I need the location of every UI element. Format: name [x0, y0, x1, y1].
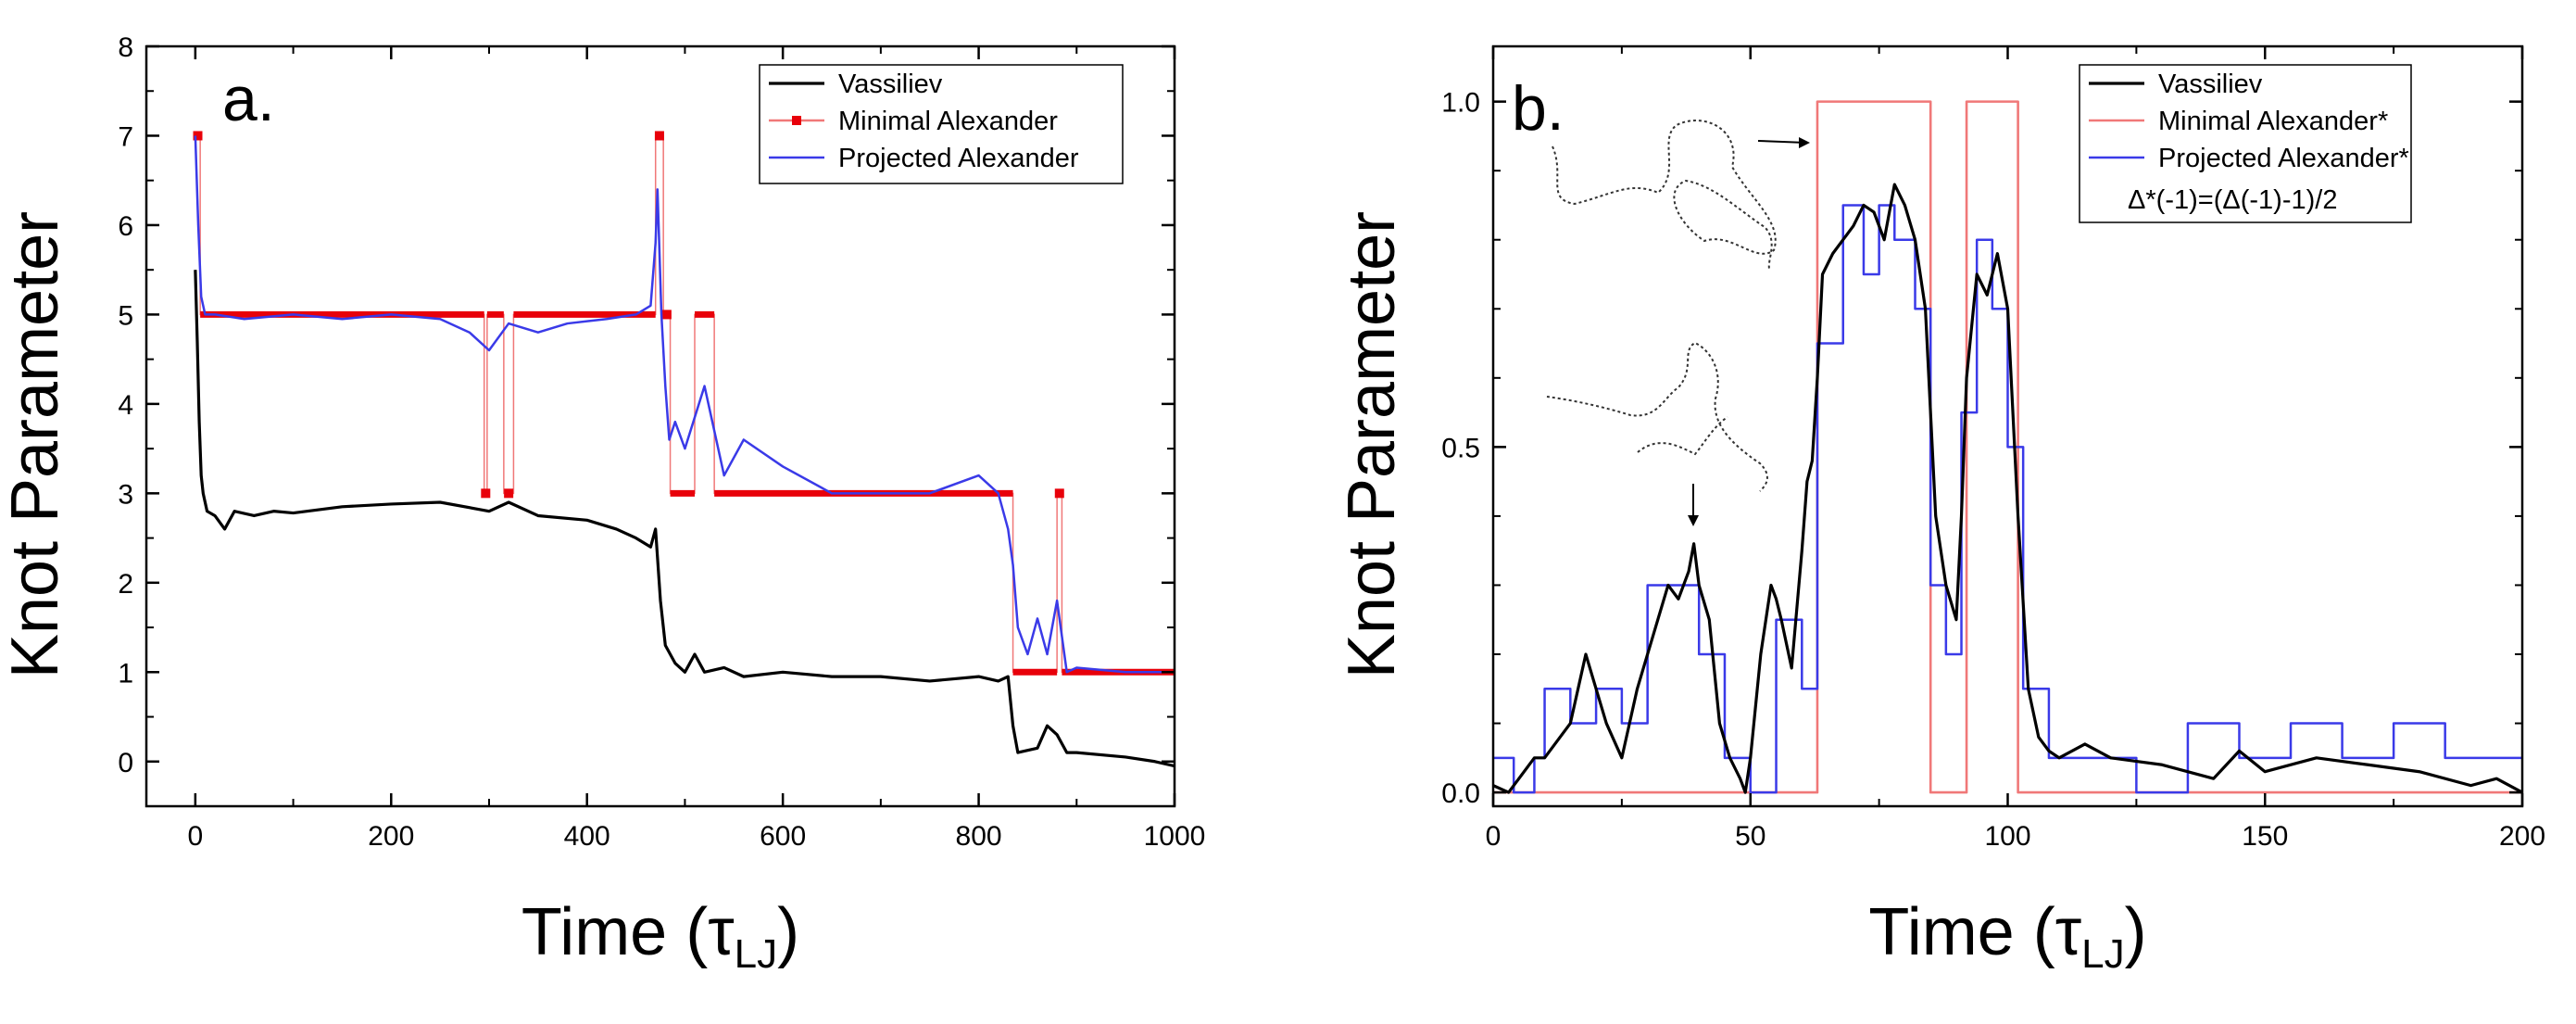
panel-label: a. — [222, 64, 275, 134]
panel-a: 0 200 400 600 800 1000 0 1 2 3 4 5 6 7 8 Knot Parameter… — [0, 32, 1205, 977]
series-projected-alexander — [1493, 204, 2522, 794]
x-tick-label: 200 — [368, 821, 414, 852]
x-axis-title-main: Time (τ — [521, 895, 735, 969]
x-tick-label: 800 — [956, 821, 1002, 852]
series-projected-alexander — [194, 135, 1175, 674]
legend-label: Minimal Alexander — [838, 107, 1058, 136]
legend-box — [2079, 64, 2412, 223]
x-axis-title-main: Time (τ — [1868, 895, 2081, 969]
panel-b: 0 50 100 150 200 0.0 0.5 1.0 Knot Parameter Time … — [1335, 44, 2545, 977]
legend: Vassiliev Minimal Alexander Projected Alex… — [759, 64, 1124, 184]
legend-label: Projected Alexander* — [2158, 144, 2409, 173]
legend: Vassiliev Minimal Alexander* Projected Ale… — [2079, 64, 2412, 223]
x-tick-label: 1000 — [1144, 821, 1206, 852]
x-axis-title-subscript: LJ — [2081, 931, 2124, 977]
y-tick-label: 1.0 — [1441, 88, 1480, 119]
legend-label: Vassiliev — [838, 70, 943, 99]
series-minimal-alexander-marker — [654, 131, 664, 141]
y-tick-label: 3 — [118, 479, 133, 510]
arrow-upper-head — [1799, 137, 1810, 148]
series-minimal-alexander-marker — [504, 488, 514, 499]
panel-label: b. — [1512, 73, 1564, 144]
x-tick-label: 0 — [188, 821, 204, 852]
legend-marker — [792, 116, 801, 125]
plot-area — [193, 131, 1175, 768]
x-tick-label: 100 — [1984, 821, 2030, 852]
legend-label: Minimal Alexander* — [2158, 107, 2388, 136]
x-axis-title-subscript: LJ — [735, 931, 777, 977]
y-tick-label: 0.5 — [1441, 433, 1480, 463]
legend-label: Projected Alexander — [838, 144, 1079, 173]
y-tick-label: 4 — [118, 390, 133, 421]
plot-area — [1493, 100, 2522, 794]
y-axis-title: Knot Parameter — [1335, 211, 1409, 678]
x-tick-label: 400 — [564, 821, 610, 852]
x-tick-label: 50 — [1735, 821, 1766, 852]
series-minimal-alexander-marker — [661, 310, 672, 320]
x-tick-label: 200 — [2499, 821, 2545, 852]
x-axis-title-close: ) — [2125, 895, 2147, 969]
y-tick-label: 0 — [118, 748, 133, 778]
x-axis-title: Time (τLJ) — [521, 895, 799, 977]
knot-sketch-lower — [1546, 341, 1768, 492]
arrow-upper — [1757, 140, 1807, 144]
y-tick-label: 6 — [118, 211, 133, 242]
y-tick-label: 8 — [118, 32, 133, 63]
series-minimal-alexander-marker — [481, 488, 491, 499]
series-minimal-alexander-marker — [193, 131, 203, 141]
series-minimal-alexander-marker — [1054, 488, 1064, 499]
axes-frame — [145, 44, 1176, 808]
x-axis-title: Time (τLJ) — [1868, 895, 2146, 977]
x-axis-title-close: ) — [777, 895, 799, 969]
legend-label: Vassiliev — [2158, 70, 2263, 99]
y-tick-label: 1 — [118, 658, 133, 689]
x-tick-label: 600 — [760, 821, 806, 852]
series-vassiliev — [1493, 183, 2522, 794]
x-tick-label: 0 — [1486, 821, 1502, 852]
y-tick-label: 5 — [118, 300, 133, 331]
y-tick-label: 7 — [118, 121, 133, 152]
knot-sketch-upper — [1552, 120, 1777, 270]
arrow-lower-head — [1688, 515, 1699, 526]
series-minimal-alexander-connector — [195, 134, 1175, 674]
x-tick-label: 150 — [2242, 821, 2288, 852]
y-tick-label: 0.0 — [1441, 778, 1480, 809]
legend-annotation: Δ*(-1)=(Δ(-1)-1)/2 — [2128, 185, 2337, 215]
series-vassiliev — [194, 270, 1175, 768]
y-tick-label: 2 — [118, 569, 133, 600]
y-axis-title: Knot Parameter — [0, 211, 72, 678]
